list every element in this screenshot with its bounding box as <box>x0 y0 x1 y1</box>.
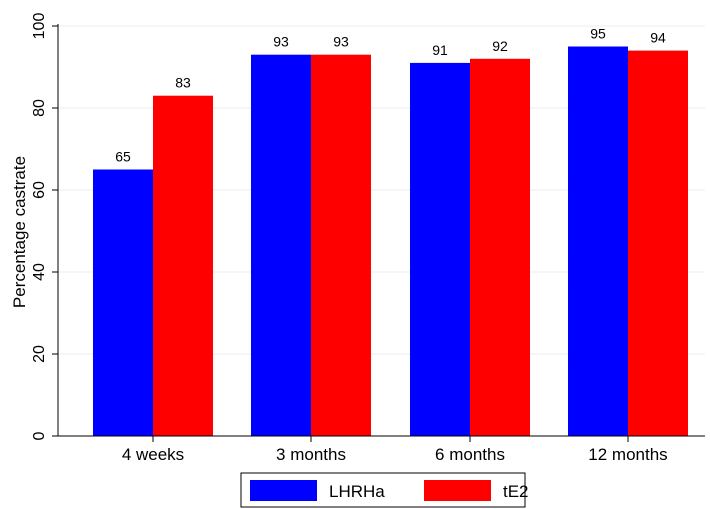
x-tick-label: 6 months <box>435 445 505 464</box>
data-label: 93 <box>333 34 349 50</box>
y-tick-label: 40 <box>31 263 48 281</box>
bar-lhrha-12-months <box>568 46 628 436</box>
y-tick-label: 60 <box>31 181 48 199</box>
x-tick-label: 4 weeks <box>122 445 184 464</box>
x-tick-label: 12 months <box>588 445 667 464</box>
bar-lhrha-4-weeks <box>93 169 153 436</box>
bar-te2-4-weeks <box>153 95 213 436</box>
x-axis: 4 weeks 3 months 6 months 12 months <box>58 435 705 464</box>
bar-lhrha-3-months <box>251 54 311 436</box>
bar-te2-6-months <box>470 58 530 437</box>
bar-te2-12-months <box>628 50 688 436</box>
bars <box>93 46 688 437</box>
data-label: 95 <box>590 26 606 42</box>
data-label: 93 <box>273 34 289 50</box>
y-axis: 0 20 40 60 80 100 <box>31 13 59 440</box>
data-label: 65 <box>115 149 131 165</box>
data-labels: 65 83 93 93 91 92 95 94 <box>115 26 666 165</box>
legend-label-te2: tE2 <box>503 482 529 501</box>
y-tick-label: 0 <box>31 431 48 440</box>
y-tick-label: 80 <box>31 99 48 117</box>
data-label: 83 <box>175 75 191 91</box>
legend-swatch-te2 <box>424 480 491 501</box>
legend-label-lhrha: LHRHa <box>329 482 385 501</box>
y-axis-title: Percentage castrate <box>10 156 29 308</box>
y-tick-label: 100 <box>31 13 48 40</box>
bar-te2-3-months <box>311 54 371 436</box>
y-tick-label: 20 <box>31 345 48 363</box>
data-label: 92 <box>492 38 508 54</box>
legend-swatch-lhrha <box>250 480 317 501</box>
bar-lhrha-6-months <box>410 62 470 437</box>
legend: LHRHa tE2 <box>240 472 529 508</box>
data-label: 94 <box>650 30 666 46</box>
x-tick-label: 3 months <box>276 445 346 464</box>
data-label: 91 <box>432 42 448 58</box>
